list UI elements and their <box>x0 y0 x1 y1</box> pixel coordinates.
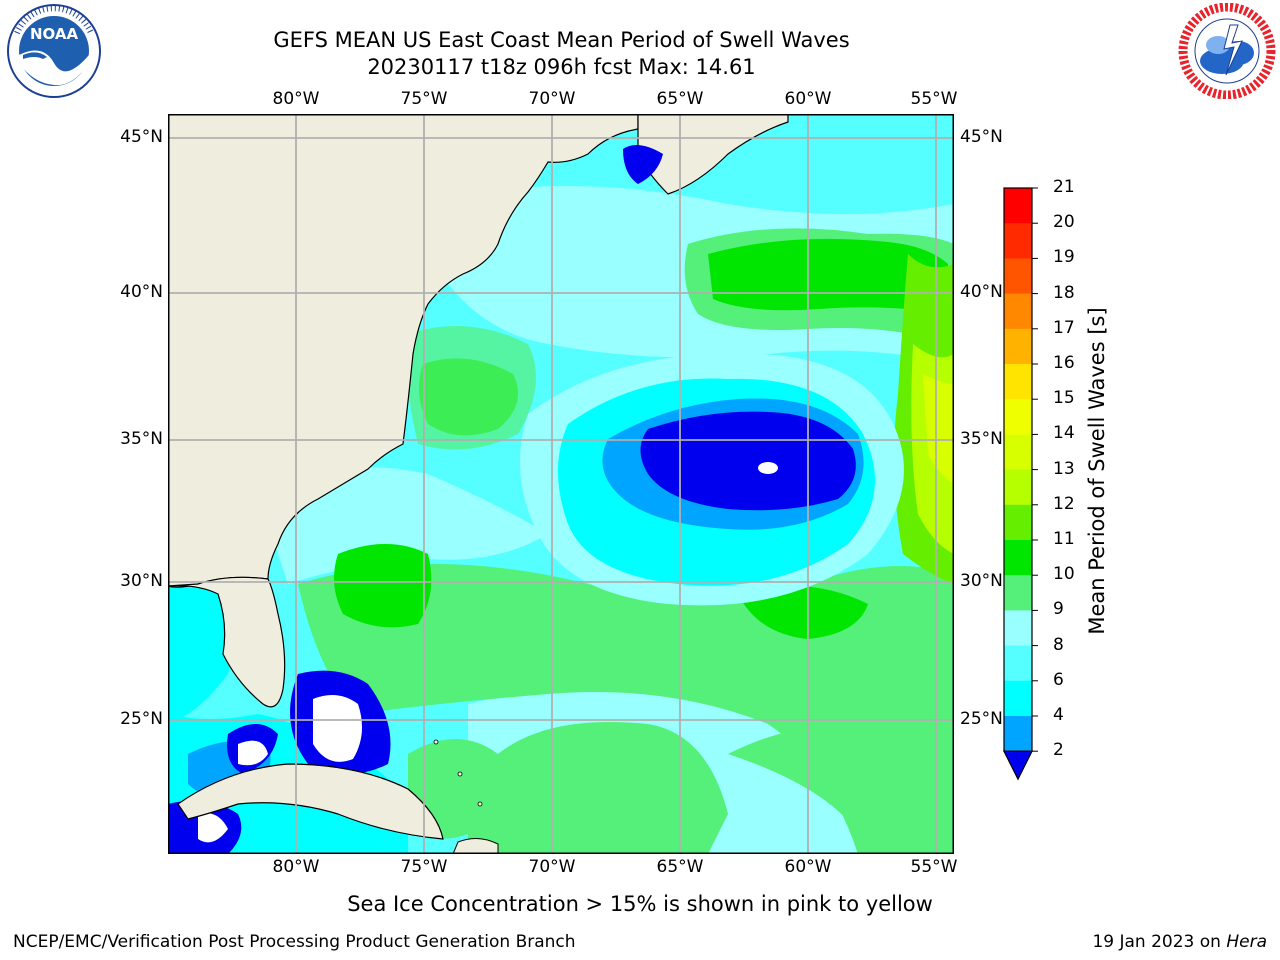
colorbar-bin <box>1004 680 1032 717</box>
colorbar-bin <box>1004 645 1032 682</box>
noaa-logo: NOAA <box>3 3 105 103</box>
date-text: 19 Jan 2023 on <box>1092 932 1221 952</box>
chart-subtitle: 20230117 t18z 096h fcst Max: 14.61 <box>367 55 756 79</box>
lon-label-bottom: 75°W <box>400 857 448 877</box>
cuba-land <box>177 763 444 840</box>
colorbar-tick-label: 14 <box>1053 423 1075 444</box>
colorbar-tick-label: 2 <box>1053 740 1064 761</box>
lon-label-top: 80°W <box>272 89 320 109</box>
colorbar <box>996 182 1040 788</box>
lat-label-left: 30°N <box>120 571 163 591</box>
lat-label-right: 45°N <box>960 127 1003 147</box>
colorbar-tick-label: 11 <box>1053 529 1075 549</box>
colorbar-tick-label: 4 <box>1053 705 1064 725</box>
colorbar-tick-label: 15 <box>1053 388 1075 409</box>
colorbar-bin <box>1004 364 1032 400</box>
lon-label-bottom: 80°W <box>272 857 320 877</box>
colorbar-tick-label: 8 <box>1053 634 1064 655</box>
colorbar-tick-label: 18 <box>1053 282 1075 303</box>
lon-label-top: 70°W <box>528 89 576 109</box>
lon-label-bottom: 70°W <box>528 857 576 877</box>
colorbar-bin <box>1004 223 1032 259</box>
lon-label-bottom: 65°W <box>656 857 704 877</box>
lat-label-left: 25°N <box>120 709 163 729</box>
lat-label-right: 40°N <box>960 282 1003 302</box>
swell-period-map <box>168 114 954 858</box>
lat-label-left: 40°N <box>120 282 163 302</box>
colorbar-extend-triangle <box>1003 750 1033 781</box>
colorbar-tick-label: 6 <box>1053 669 1064 690</box>
lat-label-right: 25°N <box>960 709 1003 729</box>
colorbar-tick-label: 16 <box>1053 353 1075 373</box>
colorbar-bin <box>1004 540 1032 576</box>
lat-label-left: 35°N <box>120 429 163 449</box>
lat-label-right: 35°N <box>960 429 1003 449</box>
noaa-logo-text: NOAA <box>30 25 79 43</box>
colorbar-bin <box>1004 504 1032 541</box>
lat-label-left: 45°N <box>120 127 163 147</box>
nws-logo <box>1178 2 1276 103</box>
colorbar-tick-label: 17 <box>1053 317 1075 338</box>
lat-label-right: 30°N <box>960 571 1003 591</box>
colorbar-tick-label: 19 <box>1053 247 1075 268</box>
graticule <box>168 114 954 854</box>
colorbar-bin <box>1004 575 1032 611</box>
colorbar-tick-label: 12 <box>1053 493 1075 514</box>
sea-ice-note: Sea Ice Concentration > 15% is shown in … <box>347 892 933 916</box>
lon-label-top: 55°W <box>910 89 958 109</box>
colorbar-bin <box>1004 258 1032 295</box>
colorbar-bin <box>1004 434 1032 471</box>
date-stamp: 19 Jan 2023 on Hera <box>1092 932 1267 952</box>
colorbar-bin <box>1004 716 1032 752</box>
colorbar-tick-label: 20 <box>1053 212 1075 233</box>
colorbar-bin <box>1004 469 1032 506</box>
lon-label-top: 60°W <box>784 89 832 109</box>
colorbar-label: Mean Period of Swell Waves [s] <box>1085 307 1109 635</box>
lon-label-bottom: 55°W <box>910 857 958 877</box>
us-east-coast-land <box>168 114 639 588</box>
colorbar-tick-label: 10 <box>1053 564 1075 585</box>
colorbar-tick-label: 13 <box>1053 458 1075 479</box>
colorbar-bin <box>1004 399 1032 435</box>
host-text: Hera <box>1226 932 1267 952</box>
colorbar-bin <box>1004 293 1032 330</box>
colorbar-tick-label: 9 <box>1053 599 1064 620</box>
colorbar-bin <box>1004 188 1032 224</box>
lon-label-top: 75°W <box>400 89 448 109</box>
map-frame <box>168 114 954 854</box>
colorbar-bin <box>1004 610 1032 647</box>
colorbar-tick-label: 21 <box>1053 177 1075 197</box>
lon-label-top: 65°W <box>656 89 704 109</box>
colorbar-bin <box>1004 328 1032 365</box>
chart-title: GEFS MEAN US East Coast Mean Period of S… <box>273 28 850 52</box>
credit-text: NCEP/EMC/Verification Post Processing Pr… <box>13 932 576 952</box>
lon-label-bottom: 60°W <box>784 857 832 877</box>
